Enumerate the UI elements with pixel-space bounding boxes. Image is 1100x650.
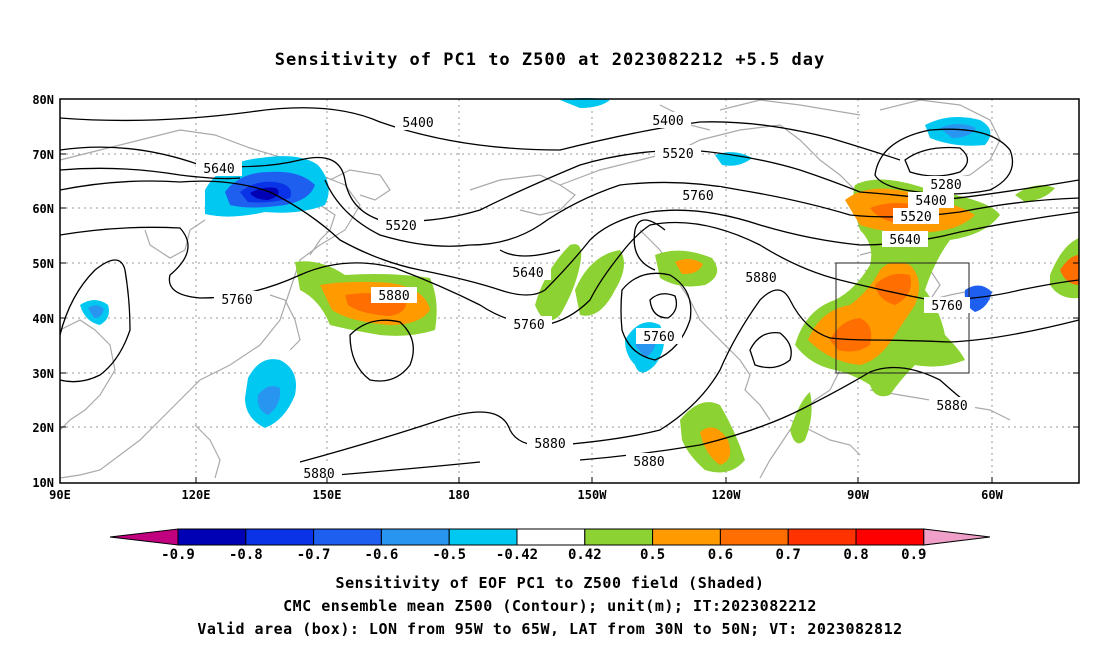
- colorbar-label: -0.5: [432, 547, 466, 563]
- colorbar-label: -0.9: [161, 547, 195, 563]
- svg-text:5760: 5760: [513, 318, 544, 333]
- colorbar-swatch: [177, 528, 247, 546]
- svg-text:5880: 5880: [303, 467, 334, 482]
- colorbar-max-arrow: [923, 528, 991, 546]
- lon-tick-label: 150E: [313, 488, 342, 502]
- colorbar-swatch: [380, 528, 450, 546]
- colorbar-label: -0.42: [496, 547, 538, 563]
- contour-label: 5280: [923, 176, 969, 193]
- svg-text:5880: 5880: [745, 271, 776, 286]
- contour-label: 5880: [371, 287, 417, 304]
- colorbar-swatch: [855, 528, 925, 546]
- z500-contours: [59, 107, 1080, 479]
- contour-label: 5640: [882, 231, 928, 248]
- contour-label: 5400: [645, 112, 691, 129]
- svg-text:5520: 5520: [662, 147, 693, 162]
- colorbar-label: -0.8: [229, 547, 263, 563]
- colorbar-label: -0.7: [297, 547, 331, 563]
- contour-label: 5520: [378, 217, 424, 234]
- colorbar-label: 0.6: [708, 547, 733, 563]
- lat-tick-label: 50N: [32, 257, 54, 271]
- svg-text:5760: 5760: [221, 293, 252, 308]
- svg-text:5880: 5880: [633, 455, 664, 470]
- svg-text:5520: 5520: [385, 219, 416, 234]
- svg-text:5760: 5760: [682, 189, 713, 204]
- colorbar-min-arrow: [109, 528, 179, 546]
- lat-tick-label: 40N: [32, 312, 54, 326]
- lat-tick-label: 10N: [32, 476, 54, 490]
- lon-tick-label: 90E: [49, 488, 71, 502]
- contour-label: 5880: [738, 269, 784, 286]
- colorbar-swatch: [313, 528, 382, 546]
- contour-label: 5400: [908, 192, 954, 209]
- colorbar-swatch: [787, 528, 857, 546]
- lon-tick-label: 60W: [981, 488, 1003, 502]
- contour-label: 5760: [214, 291, 260, 308]
- caption-contour: CMC ensemble mean Z500 (Contour); unit(m…: [283, 597, 817, 615]
- lon-tick-label: 120W: [712, 488, 742, 502]
- colorbar-swatch: [245, 528, 315, 546]
- colorbar: -0.9 -0.8 -0.7 -0.6 -0.5 -0.42 0.42 0.5 …: [109, 528, 991, 563]
- lon-tick-label: 180: [448, 488, 470, 502]
- colorbar-label: 0.9: [901, 547, 926, 563]
- lon-tick-label: 120E: [182, 488, 211, 502]
- svg-text:5760: 5760: [643, 330, 674, 345]
- contour-label: 5880: [296, 465, 342, 482]
- lat-axis: 80N 70N 60N 50N 40N 30N 20N 10N: [32, 93, 1079, 490]
- caption-shaded: Sensitivity of EOF PC1 to Z500 field (Sh…: [335, 574, 765, 592]
- colorbar-label: -0.6: [365, 547, 399, 563]
- contour-label: 5520: [893, 208, 939, 225]
- svg-text:5640: 5640: [203, 162, 234, 177]
- svg-text:5760: 5760: [931, 299, 962, 314]
- contour-label: 5880: [527, 435, 573, 452]
- svg-text:5880: 5880: [378, 289, 409, 304]
- svg-text:5880: 5880: [936, 399, 967, 414]
- map-title: Sensitivity of PC1 to Z500 at 2023082212…: [274, 50, 826, 70]
- contour-label: 5520: [655, 145, 701, 162]
- contour-label: 5760: [636, 328, 682, 345]
- colorbar-label: 0.7: [776, 547, 801, 563]
- lon-tick-label: 150W: [578, 488, 608, 502]
- contour-labels: 5400 5400 5520 5640 5520 5760 5880 5640 …: [196, 112, 975, 482]
- contour-label: 5880: [929, 397, 975, 414]
- svg-text:5880: 5880: [534, 437, 565, 452]
- lon-tick-label: 90W: [847, 488, 869, 502]
- svg-text:5640: 5640: [512, 266, 543, 281]
- svg-text:5280: 5280: [930, 178, 961, 193]
- colorbar-label: 0.42: [568, 547, 602, 563]
- lat-tick-label: 20N: [32, 421, 54, 435]
- contour-label: 5760: [506, 316, 552, 333]
- colorbar-swatch: [448, 528, 518, 546]
- map-plot-area: 5400 5400 5520 5640 5520 5760 5880 5640 …: [59, 98, 1080, 484]
- svg-text:5400: 5400: [402, 116, 433, 131]
- svg-text:5400: 5400: [915, 194, 946, 209]
- colorbar-label: 0.5: [640, 547, 665, 563]
- svg-text:5640: 5640: [889, 233, 920, 248]
- colorbar-swatch: [719, 528, 789, 546]
- lat-tick-label: 80N: [32, 93, 54, 107]
- svg-text:5400: 5400: [652, 114, 683, 129]
- contour-label: 5760: [675, 187, 721, 204]
- valid-area-box: [835, 262, 970, 374]
- colorbar-label: 0.8: [843, 547, 868, 563]
- caption-valid-area: Valid area (box): LON from 95W to 65W, L…: [197, 620, 903, 638]
- colorbar-swatch: [584, 528, 654, 546]
- colorbar-swatch: [516, 528, 586, 546]
- contour-label: 5880: [626, 453, 672, 470]
- contour-label: 5640: [196, 160, 242, 177]
- lat-tick-label: 30N: [32, 367, 54, 381]
- lat-tick-label: 70N: [32, 148, 54, 162]
- contour-label: 5400: [395, 114, 441, 131]
- contour-label: 5760: [924, 297, 970, 314]
- colorbar-swatch: [652, 528, 721, 546]
- contour-label: 5640: [505, 264, 551, 281]
- svg-text:5520: 5520: [900, 210, 931, 225]
- lat-tick-label: 60N: [32, 202, 54, 216]
- lon-axis: 90E 120E 150E 180 150W 120W 90W 60W: [49, 477, 1004, 502]
